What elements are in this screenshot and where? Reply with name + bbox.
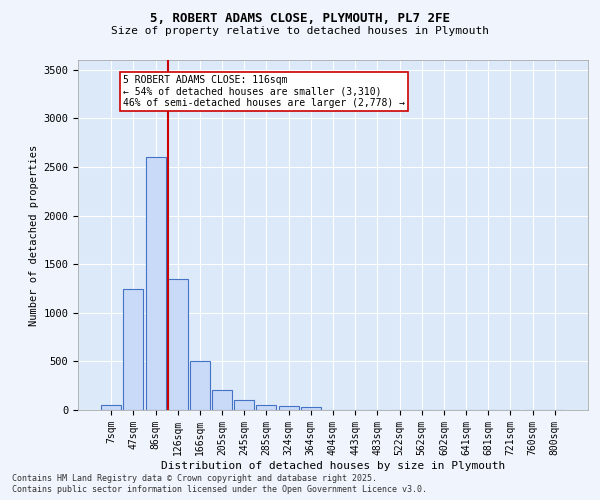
Text: Contains HM Land Registry data © Crown copyright and database right 2025.
Contai: Contains HM Land Registry data © Crown c… — [12, 474, 427, 494]
Bar — [190, 362, 210, 410]
Bar — [301, 407, 321, 410]
Bar — [101, 404, 121, 410]
Bar — [278, 406, 299, 410]
Text: Size of property relative to detached houses in Plymouth: Size of property relative to detached ho… — [111, 26, 489, 36]
Text: 5 ROBERT ADAMS CLOSE: 116sqm
← 54% of detached houses are smaller (3,310)
46% of: 5 ROBERT ADAMS CLOSE: 116sqm ← 54% of de… — [122, 74, 404, 108]
Bar — [168, 279, 188, 410]
Bar — [124, 290, 143, 410]
Bar — [234, 400, 254, 410]
Bar — [146, 157, 166, 410]
Y-axis label: Number of detached properties: Number of detached properties — [29, 144, 39, 326]
X-axis label: Distribution of detached houses by size in Plymouth: Distribution of detached houses by size … — [161, 460, 505, 470]
Bar — [212, 390, 232, 410]
Text: 5, ROBERT ADAMS CLOSE, PLYMOUTH, PL7 2FE: 5, ROBERT ADAMS CLOSE, PLYMOUTH, PL7 2FE — [150, 12, 450, 26]
Bar — [256, 404, 277, 410]
